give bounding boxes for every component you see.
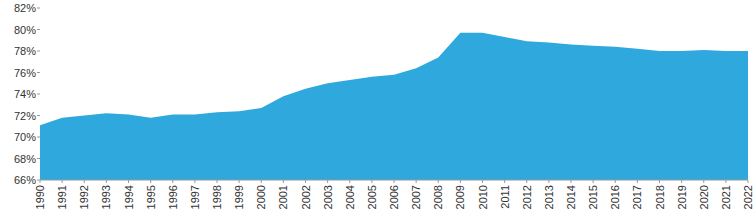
x-tick [150, 180, 151, 183]
x-tick [748, 180, 749, 183]
x-tick [84, 180, 85, 183]
x-tick [637, 180, 638, 183]
x-tick [106, 180, 107, 183]
y-tick-label: 74% [14, 88, 36, 100]
x-tick [128, 180, 129, 183]
x-tick-label: 1995 [145, 185, 157, 209]
x-tick [172, 180, 173, 183]
x-tick-label: 1992 [78, 185, 90, 209]
y-tick-label: 76% [14, 67, 36, 79]
x-tick-label: 2019 [676, 185, 688, 209]
y-tick-label: 82% [14, 2, 36, 14]
chart: 66% 68% 70% 72% 74% 76% 78% 80% 82% 1990 1991 1992 1… [0, 0, 756, 221]
x-tick-label: 1993 [100, 185, 112, 209]
x-tick-label: 2018 [654, 185, 666, 209]
y-tick-label: 70% [14, 131, 36, 143]
x-tick [217, 180, 218, 183]
x-tick [504, 180, 505, 183]
x-tick-label: 2000 [255, 185, 267, 209]
x-tick [615, 180, 616, 183]
x-tick [194, 180, 195, 183]
x-tick-label: 2008 [432, 185, 444, 209]
x-tick [62, 180, 63, 183]
x-tick-label: 2002 [300, 185, 312, 209]
x-tick-label: 2021 [720, 185, 732, 209]
x-tick [371, 180, 372, 183]
x-tick-label: 2003 [322, 185, 334, 209]
x-tick-label: 2001 [277, 185, 289, 209]
x-tick-label: 1990 [34, 185, 46, 209]
x-tick-label: 2009 [454, 185, 466, 209]
x-tick [703, 180, 704, 183]
y-tick [37, 51, 40, 52]
x-tick [460, 180, 461, 183]
y-tick-label: 80% [14, 24, 36, 36]
x-tick-label: 2010 [477, 185, 489, 209]
x-tick [438, 180, 439, 183]
y-tick [37, 29, 40, 30]
x-tick-label: 2005 [366, 185, 378, 209]
x-tick [659, 180, 660, 183]
x-tick [416, 180, 417, 183]
x-tick-label: 2011 [499, 185, 511, 209]
x-tick-label: 1996 [167, 185, 179, 209]
y-tick [37, 94, 40, 95]
x-tick [548, 180, 549, 183]
x-tick [725, 180, 726, 183]
y-tick [37, 8, 40, 9]
y-tick [37, 72, 40, 73]
x-tick-label: 2007 [410, 185, 422, 209]
x-tick [283, 180, 284, 183]
x-tick-label: 2015 [587, 185, 599, 209]
x-tick-label: 1994 [123, 185, 135, 209]
x-tick [305, 180, 306, 183]
area [40, 33, 748, 180]
x-tick-label: 2022 [742, 185, 754, 209]
y-tick-label: 78% [14, 45, 36, 57]
x-tick-label: 1991 [56, 185, 68, 209]
x-tick [571, 180, 572, 183]
plot-area [40, 33, 748, 180]
x-tick [482, 180, 483, 183]
x-tick-label: 2012 [521, 185, 533, 209]
x-tick-label: 2014 [565, 185, 577, 209]
y-tick [37, 137, 40, 138]
x-tick [681, 180, 682, 183]
x-tick-label: 2013 [543, 185, 555, 209]
x-tick-label: 2017 [631, 185, 643, 209]
y-tick [37, 115, 40, 116]
x-tick-label: 2020 [698, 185, 710, 209]
x-tick-label: 1999 [233, 185, 245, 209]
x-tick-label: 2004 [344, 185, 356, 209]
x-tick-label: 1998 [211, 185, 223, 209]
y-tick [37, 158, 40, 159]
x-tick [327, 180, 328, 183]
x-tick [394, 180, 395, 183]
x-tick-label: 2006 [388, 185, 400, 209]
x-tick [261, 180, 262, 183]
x-tick [40, 180, 41, 183]
x-tick [593, 180, 594, 183]
y-tick-label: 68% [14, 153, 36, 165]
x-tick-label: 1997 [189, 185, 201, 209]
x-tick [349, 180, 350, 183]
x-tick-label: 2016 [609, 185, 621, 209]
x-tick [526, 180, 527, 183]
y-tick-label: 72% [14, 110, 36, 122]
x-tick [239, 180, 240, 183]
y-tick-label: 66% [14, 174, 36, 186]
